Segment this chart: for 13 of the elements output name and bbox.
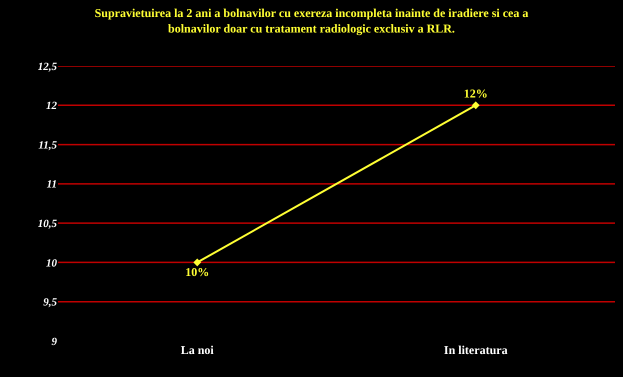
data-label: 10% <box>185 265 210 280</box>
x-tick-label: In literatura <box>444 343 508 357</box>
data-label: 12% <box>464 86 488 101</box>
y-tick-label: 12 <box>46 100 58 112</box>
y-tick-label: 11 <box>46 178 57 191</box>
x-tick-label: La noi <box>180 343 214 357</box>
y-tick-label: 9 <box>52 336 58 348</box>
y-tick-label: 9,5 <box>43 296 58 309</box>
y-tick-label: 12,5 <box>38 60 58 73</box>
y-tick-label: 10 <box>46 257 58 270</box>
y-tick-label: 10,5 <box>38 218 58 230</box>
chart-title: Supravietuirea la 2 ani a bolnavilor cu exereza incompleta inainte de iradiere si cea a bolnavilor doar cu tratament radiologic exclusiv a RLR. <box>94 6 528 36</box>
y-tick-label: 11,5 <box>38 139 58 152</box>
